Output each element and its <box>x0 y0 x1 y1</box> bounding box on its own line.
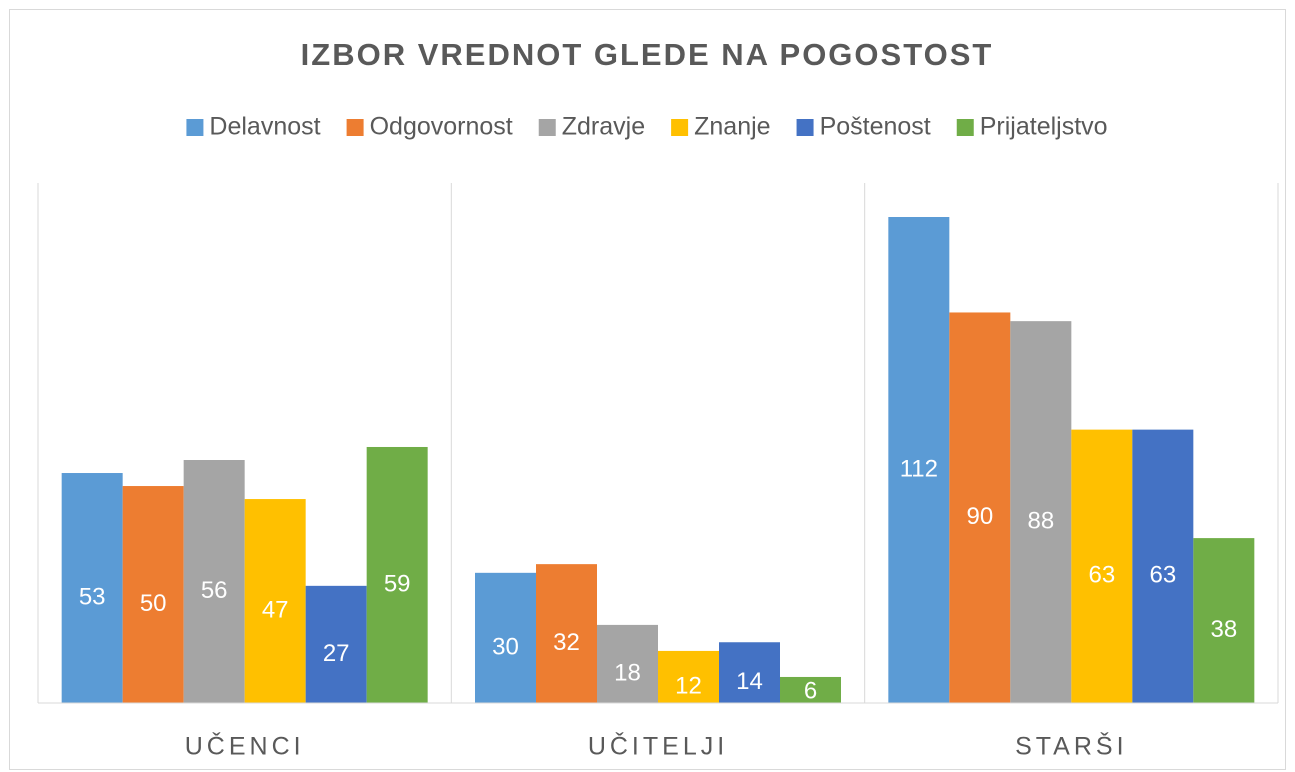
data-label: 14 <box>736 668 763 695</box>
legend-label: Poštenost <box>820 113 931 141</box>
bar <box>366 446 428 703</box>
legend-marker <box>346 119 364 136</box>
legend-marker <box>796 119 814 136</box>
data-label: 63 <box>1149 562 1176 589</box>
data-label: 90 <box>966 503 993 530</box>
bar <box>719 642 780 703</box>
bar <box>888 217 950 703</box>
bar <box>1132 429 1194 703</box>
bar <box>244 499 306 703</box>
x-tick-label: STARŠI <box>1015 732 1127 761</box>
bar <box>536 564 597 703</box>
legend-marker <box>956 119 974 136</box>
bar <box>1010 321 1072 703</box>
data-label: 32 <box>553 629 580 656</box>
data-label: 47 <box>262 596 289 623</box>
bar <box>183 460 245 703</box>
legend-marker <box>671 119 689 136</box>
bar <box>305 585 367 703</box>
bar <box>61 473 123 703</box>
bar <box>475 572 536 703</box>
data-label: 38 <box>1210 616 1237 643</box>
data-label: 112 <box>900 455 938 482</box>
legend-label: Delavnost <box>209 113 320 141</box>
data-label: 53 <box>79 583 106 610</box>
legend-label: Prijateljstvo <box>980 113 1108 141</box>
data-label: 18 <box>614 659 641 686</box>
legend-marker <box>186 119 204 136</box>
data-label: 88 <box>1027 507 1054 534</box>
bar <box>949 312 1011 703</box>
data-label: 63 <box>1088 562 1115 589</box>
data-label: 56 <box>201 577 228 604</box>
chart-title: IZBOR VREDNOT GLEDE NA POGOSTOST <box>301 37 994 72</box>
bar <box>1193 538 1255 703</box>
legend-label: Znanje <box>694 113 770 141</box>
data-label: 59 <box>384 570 411 597</box>
bar <box>780 676 841 703</box>
legend-label: Zdravje <box>562 113 645 141</box>
bar <box>122 486 184 703</box>
x-tick-label: UČITELJI <box>588 732 728 761</box>
data-label: 27 <box>323 640 350 667</box>
data-label: 6 <box>804 677 817 704</box>
data-label: 12 <box>675 672 702 699</box>
bar <box>1071 429 1133 703</box>
data-label: 30 <box>492 633 519 660</box>
bar <box>658 650 719 703</box>
legend-marker <box>538 119 556 136</box>
bar <box>597 624 658 703</box>
x-tick-label: UČENCI <box>185 732 305 761</box>
legend-label: Odgovornost <box>370 113 513 141</box>
data-label: 50 <box>140 590 167 617</box>
